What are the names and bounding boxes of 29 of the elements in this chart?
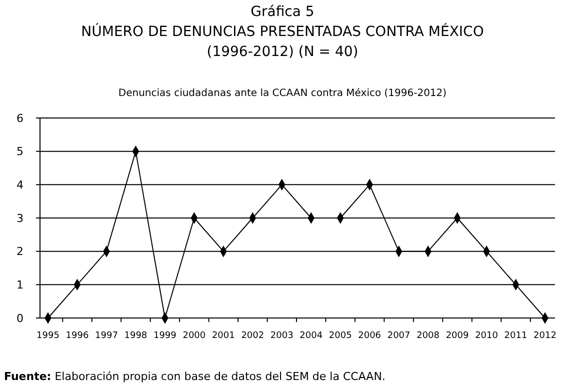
x-tick-label: 2006	[358, 331, 382, 341]
x-tick-label: 2011	[504, 331, 528, 341]
x-tick-label: 2008	[416, 331, 440, 341]
y-tick-label: 5	[16, 145, 24, 158]
y-tick-label: 0	[16, 312, 24, 325]
x-tick-label: 1996	[66, 331, 89, 341]
chart-subtitle: NÚMERO DE DENUNCIAS PRESENTADAS CONTRA MÉXICO (1996-2012) (N = 40)	[81, 23, 484, 60]
text: Denuncias ciudadanas ante la CCAAN contra México (1996-2012)	[118, 88, 447, 99]
x-tick-label: 2001	[212, 331, 235, 341]
y-tick-label: 4	[16, 178, 24, 192]
x-tick-label: 2004	[300, 331, 323, 341]
x-tick-label: 1998	[124, 331, 148, 341]
x-tick-label: 1995	[36, 331, 60, 341]
chart-title: Gráfica 5	[250, 4, 314, 20]
x-tick-label: 2009	[446, 331, 470, 341]
y-tick-label: 1	[16, 278, 24, 292]
x-tick-label: 2005	[328, 331, 352, 341]
x-tick-label: 2000	[182, 331, 206, 341]
y-tick-label: 6	[16, 112, 24, 125]
x-tick-label: 2002	[241, 331, 264, 341]
y-tick-label: 2	[16, 245, 24, 258]
x-tick-label: 2012	[534, 331, 556, 341]
x-tick-label: 1997	[95, 331, 118, 341]
x-tick-label: 2007	[387, 331, 410, 341]
source-note: Fuente: Elaboración propia con base de datos del SEM de la CCAAN.	[4, 370, 386, 383]
y-tick-label: 3	[16, 212, 24, 225]
x-tick-label: 1999	[153, 331, 177, 341]
x-tick-label: 2003	[270, 331, 294, 341]
x-tick-label: 2010	[475, 331, 498, 341]
